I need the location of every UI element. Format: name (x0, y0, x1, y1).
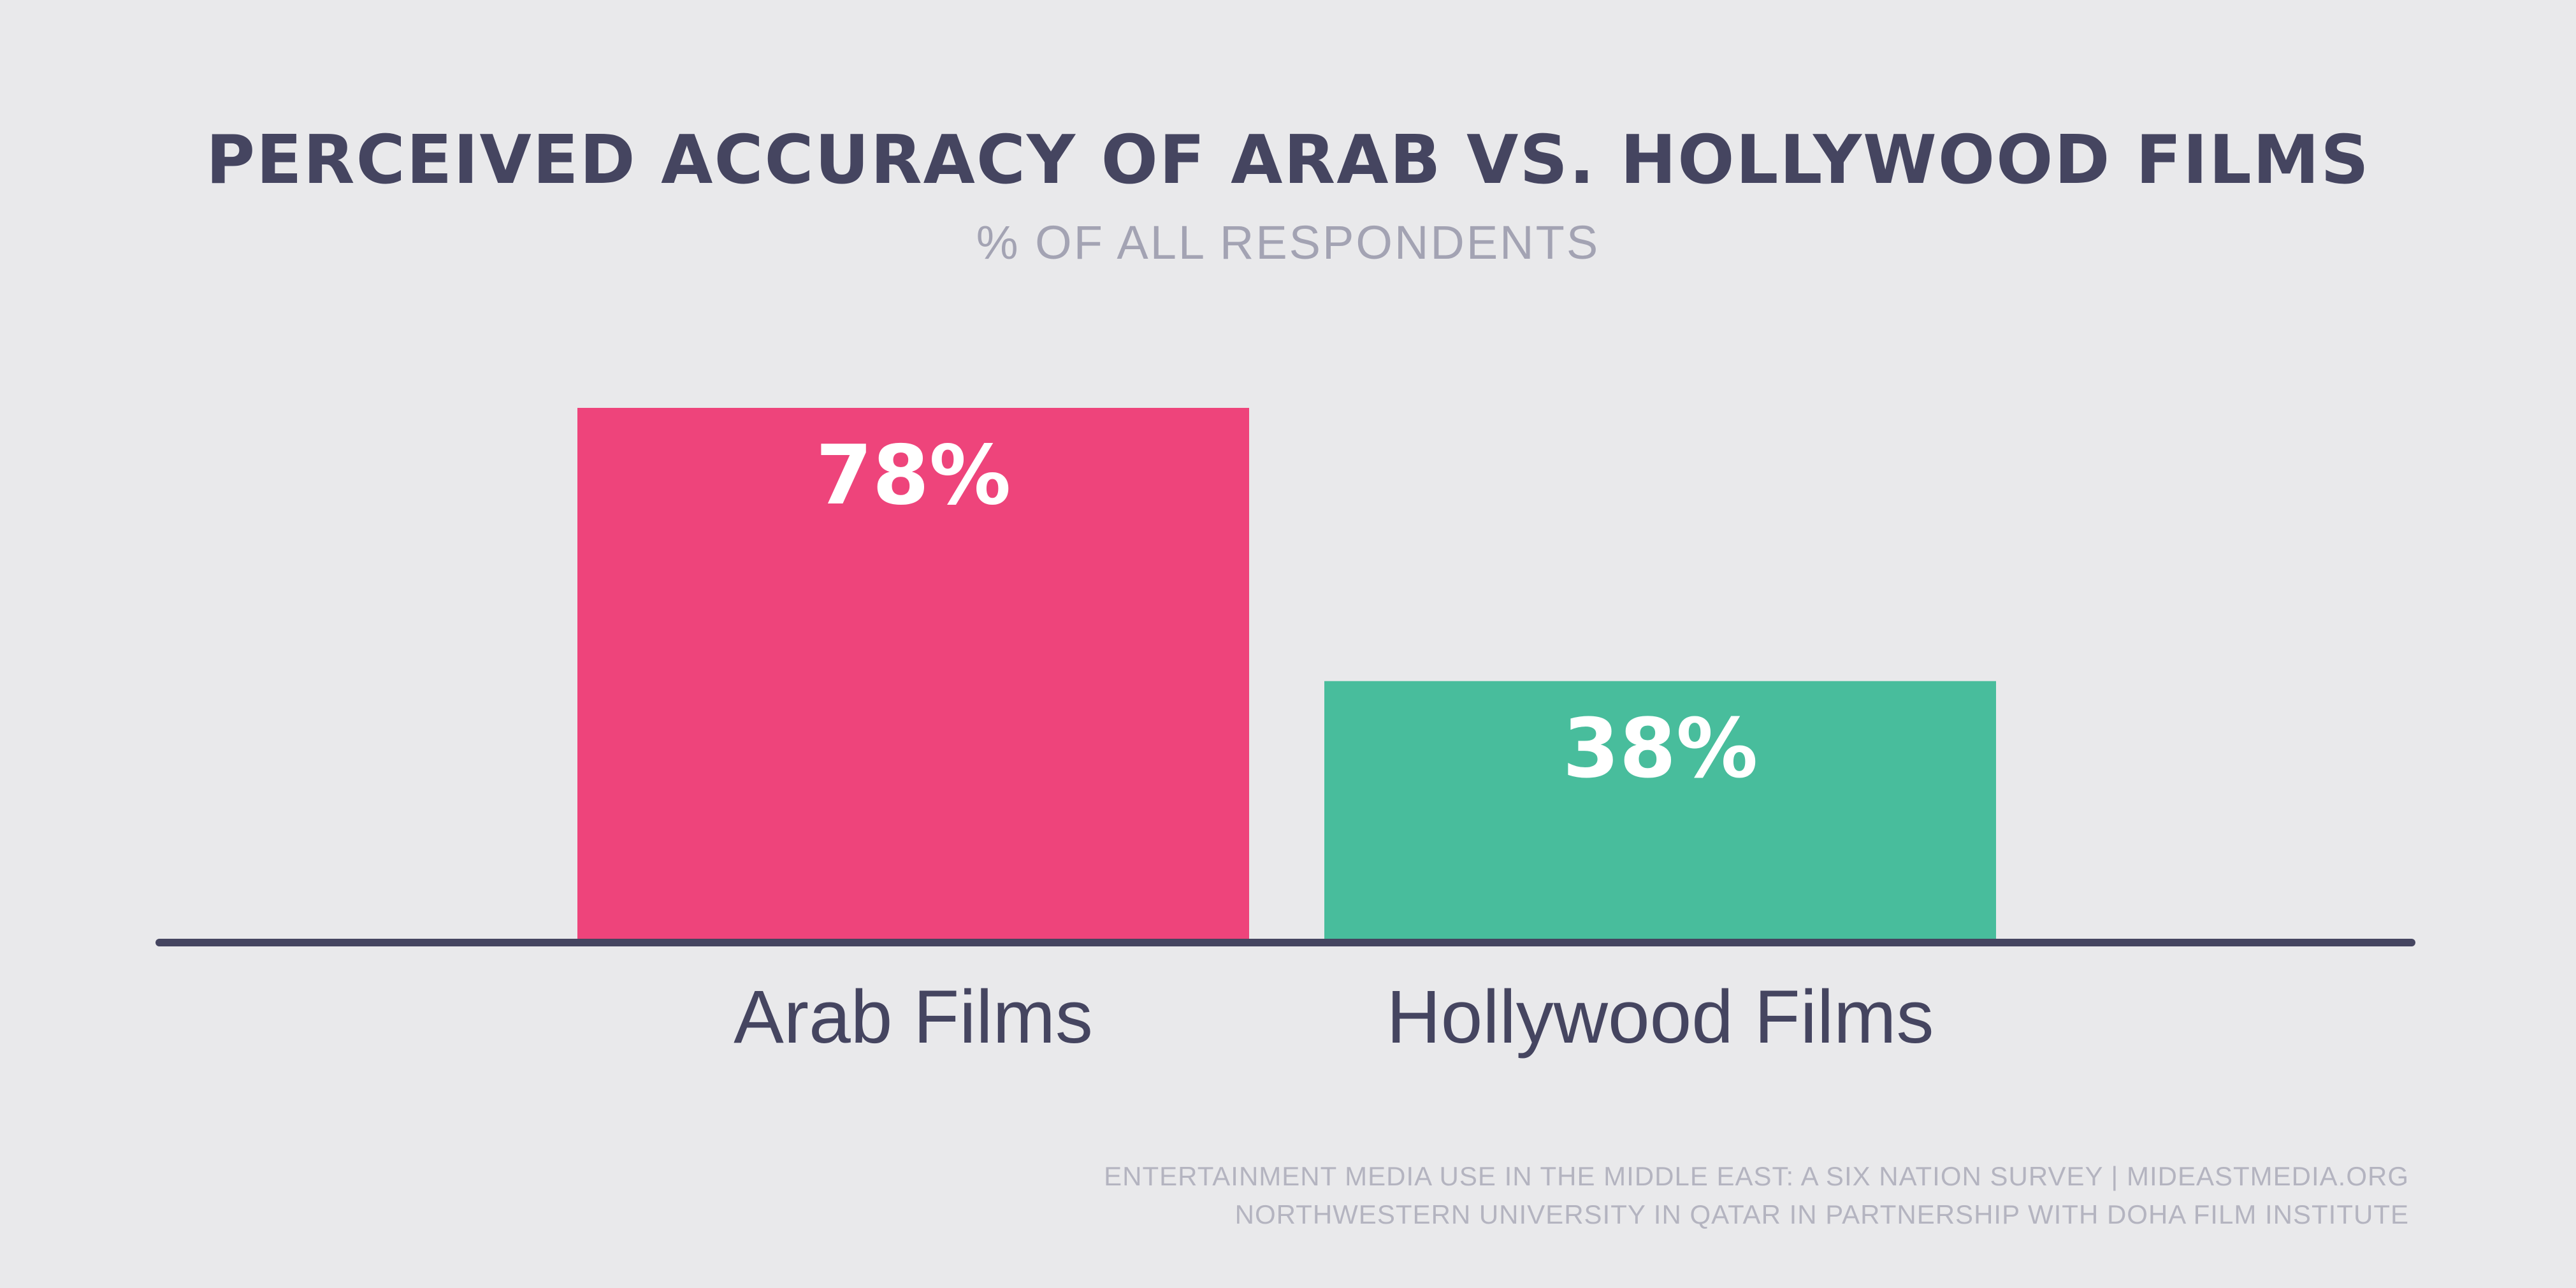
chart-subtitle: % OF ALL RESPONDENTS (976, 216, 1600, 269)
category-label: Hollywood Films (1387, 975, 1934, 1059)
data-label: 38% (1563, 702, 1758, 797)
footer-credit-line: NORTHWESTERN UNIVERSITY IN QATAR IN PART… (1234, 1199, 2409, 1229)
bar-arab-films (577, 408, 1249, 941)
data-label: 78% (816, 428, 1011, 523)
category-label: Arab Films (734, 975, 1093, 1059)
bar-hollywood-films (1324, 681, 1996, 941)
footer-source-line: ENTERTAINMENT MEDIA USE IN THE MIDDLE EA… (1104, 1161, 2409, 1191)
chart-title: PERCEIVED ACCURACY OF ARAB VS. HOLLYWOOD… (206, 121, 2370, 199)
